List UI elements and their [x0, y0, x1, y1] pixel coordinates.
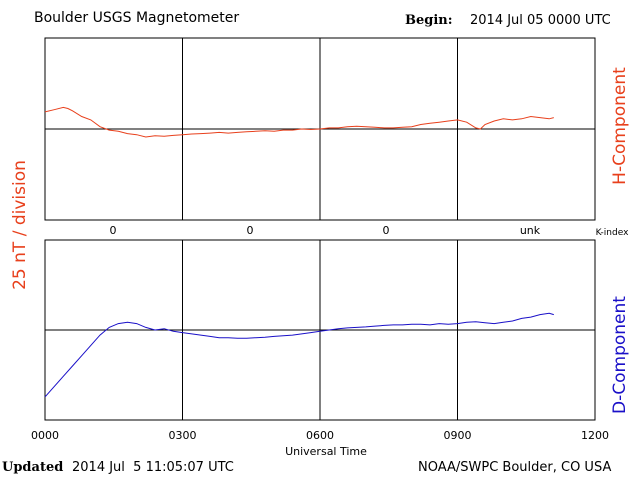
x-tick-label: 1200 — [581, 429, 609, 442]
x-tick-label: 0000 — [31, 429, 59, 442]
begin-value: 2014 Jul 05 0000 UTC — [470, 13, 611, 28]
x-tick-label: 0900 — [444, 429, 472, 442]
begin-label: Begin: — [405, 13, 453, 28]
x-tick-label: 0300 — [169, 429, 197, 442]
k-index-value: 0 — [110, 224, 117, 237]
k-index-value: 0 — [247, 224, 254, 237]
d-component-series — [44, 312, 554, 398]
x-axis-label: Universal Time — [285, 445, 367, 458]
x-tick-label: 0600 — [306, 429, 334, 442]
page-title: Boulder USGS Magnetometer — [34, 10, 240, 26]
k-index-label: K-index — [596, 228, 630, 238]
k-index-value: unk — [520, 224, 541, 237]
k-index-value: 0 — [383, 224, 390, 237]
h-component-series — [44, 106, 554, 138]
updated-value: 2014 Jul 5 11:05:07 UTC — [72, 460, 234, 475]
source-label: NOAA/SWPC Boulder, CO USA — [418, 460, 612, 475]
updated-label: Updated — [2, 460, 64, 475]
